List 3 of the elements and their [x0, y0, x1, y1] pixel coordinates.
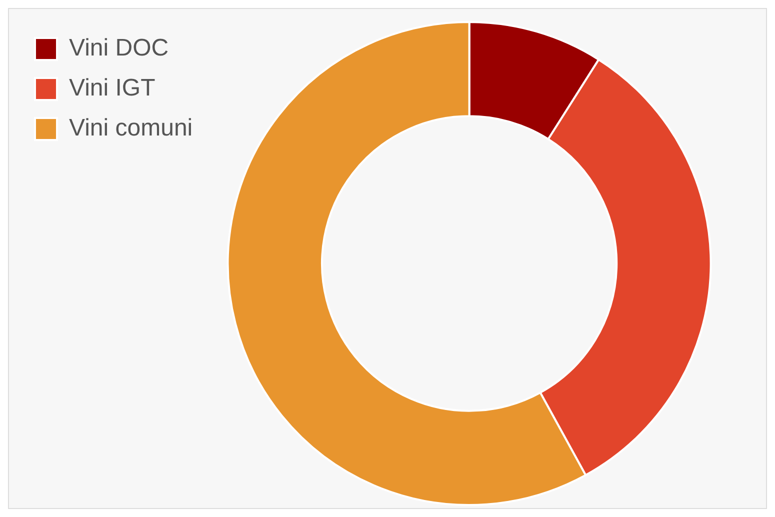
legend-label: Vini comuni [69, 114, 193, 142]
legend-label: Vini DOC [69, 34, 169, 62]
legend-label: Vini IGT [69, 74, 156, 102]
